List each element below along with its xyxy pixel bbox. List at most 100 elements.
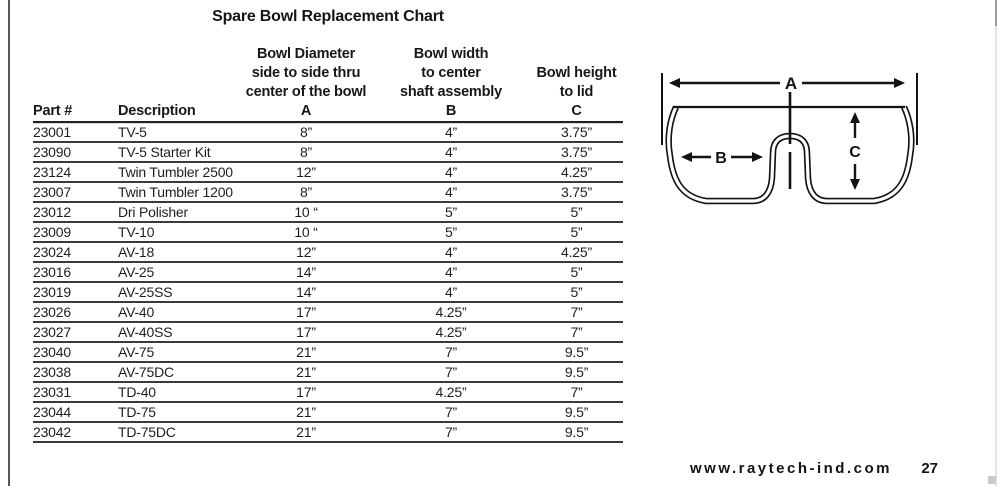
cell-part-number: 23124 (33, 162, 118, 183)
arrowhead-c-down (850, 179, 860, 190)
cell-height-c: 7” (530, 322, 623, 343)
bowl-dimension-diagram: A B C (661, 73, 918, 205)
table-row: 23007 Twin Tumbler 1200 8” 4” 3.75” (33, 182, 623, 203)
cell-diameter-a: 12” (240, 242, 372, 263)
cell-height-c: 9.5” (530, 362, 623, 383)
cell-height-c: 3.75” (530, 122, 623, 143)
cell-description: TV-10 (118, 222, 240, 243)
table-row: 23024 AV-18 12” 4” 4.25” (33, 242, 623, 263)
cell-width-b: 7” (372, 342, 530, 363)
column-header-height-c: Bowl height to lid C (530, 38, 623, 123)
table-row: 23090 TV-5 Starter Kit 8” 4” 3.75” (33, 142, 623, 163)
cell-diameter-a: 17” (240, 302, 372, 323)
cell-diameter-a: 17” (240, 322, 372, 343)
spare-bowl-table: Part # Description Bowl Diameter side to… (33, 38, 623, 443)
page-right-edge-line (995, 0, 997, 486)
cell-height-c: 3.75” (530, 182, 623, 203)
page-corner-mark (988, 476, 996, 484)
table-row: 23009 TV-10 10 “ 5” 5” (33, 222, 623, 243)
table-row: 23026 AV-40 17” 4.25” 7” (33, 302, 623, 323)
page-number: 27 (921, 460, 938, 477)
cell-diameter-a: 21” (240, 422, 372, 443)
table-row: 23040 AV-75 21” 7” 9.5” (33, 342, 623, 363)
cell-diameter-a: 8” (240, 122, 372, 143)
cell-description: AV-25 (118, 262, 240, 283)
table-row: 23019 AV-25SS 14” 4” 5” (33, 282, 623, 303)
cell-part-number: 23042 (33, 422, 118, 443)
cell-part-number: 23026 (33, 302, 118, 323)
arrowhead-a-right (894, 78, 905, 88)
cell-diameter-a: 12” (240, 162, 372, 183)
cell-part-number: 23090 (33, 142, 118, 163)
table-body: 23001 TV-5 8” 4” 3.75” 23090 TV-5 Starte… (33, 122, 623, 443)
column-header-width-b: Bowl width to center shaft assembly B (372, 38, 530, 123)
cell-width-b: 4.25” (372, 382, 530, 403)
cell-height-c: 9.5” (530, 342, 623, 363)
cell-diameter-a: 14” (240, 262, 372, 283)
cell-diameter-a: 21” (240, 342, 372, 363)
cell-height-c: 7” (530, 382, 623, 403)
cell-part-number: 23001 (33, 122, 118, 143)
cell-description: AV-18 (118, 242, 240, 263)
cell-description: Twin Tumbler 1200 (118, 182, 240, 203)
cell-diameter-a: 17” (240, 382, 372, 403)
cell-height-c: 5” (530, 282, 623, 303)
cell-part-number: 23031 (33, 382, 118, 403)
cell-part-number: 23019 (33, 282, 118, 303)
column-header-description: Description (118, 38, 240, 123)
cell-diameter-a: 8” (240, 182, 372, 203)
page-left-edge-line (8, 0, 10, 486)
table-row: 23124 Twin Tumbler 2500 12” 4” 4.25” (33, 162, 623, 183)
cell-width-b: 4” (372, 182, 530, 203)
cell-description: AV-75DC (118, 362, 240, 383)
cell-description: AV-40 (118, 302, 240, 323)
cell-width-b: 5” (372, 202, 530, 223)
cell-description: AV-25SS (118, 282, 240, 303)
page-footer: www.raytech-ind.com 27 (690, 460, 938, 477)
cell-width-b: 4.25” (372, 322, 530, 343)
table-row: 23044 TD-75 21” 7” 9.5” (33, 402, 623, 423)
table-row: 23031 TD-40 17” 4.25” 7” (33, 382, 623, 403)
diagram-label-a: A (785, 74, 797, 93)
arrowhead-c-up (850, 112, 860, 123)
cell-width-b: 7” (372, 362, 530, 383)
cell-width-b: 5” (372, 222, 530, 243)
cell-part-number: 23038 (33, 362, 118, 383)
cell-diameter-a: 21” (240, 402, 372, 423)
cell-height-c: 9.5” (530, 422, 623, 443)
cell-description: TV-5 Starter Kit (118, 142, 240, 163)
cell-part-number: 23044 (33, 402, 118, 423)
cell-diameter-a: 10 “ (240, 202, 372, 223)
diagram-label-c: C (849, 144, 861, 161)
cell-height-c: 5” (530, 262, 623, 283)
page-title: Spare Bowl Replacement Chart (212, 8, 444, 25)
cell-width-b: 4” (372, 122, 530, 143)
cell-width-b: 4” (372, 282, 530, 303)
cell-description: Dri Polisher (118, 202, 240, 223)
cell-part-number: 23024 (33, 242, 118, 263)
cell-diameter-a: 8” (240, 142, 372, 163)
cell-height-c: 4.25” (530, 162, 623, 183)
page-right-edge-mark (995, 0, 997, 26)
cell-diameter-a: 21” (240, 362, 372, 383)
cell-width-b: 7” (372, 402, 530, 423)
cell-diameter-a: 14” (240, 282, 372, 303)
column-header-diameter-a: Bowl Diameter side to side thru center o… (240, 38, 372, 123)
table-row: 23012 Dri Polisher 10 “ 5” 5” (33, 202, 623, 223)
cell-width-b: 4” (372, 242, 530, 263)
table-row: 23042 TD-75DC 21” 7” 9.5” (33, 422, 623, 443)
cell-height-c: 5” (530, 202, 623, 223)
table-header: Part # Description Bowl Diameter side to… (33, 38, 623, 123)
table-row: 23016 AV-25 14” 4” 5” (33, 262, 623, 283)
cell-part-number: 23016 (33, 262, 118, 283)
cell-height-c: 4.25” (530, 242, 623, 263)
table-row: 23027 AV-40SS 17” 4.25” 7” (33, 322, 623, 343)
cell-width-b: 4” (372, 162, 530, 183)
cell-description: TD-75DC (118, 422, 240, 443)
cell-height-c: 9.5” (530, 402, 623, 423)
cell-width-b: 4.25” (372, 302, 530, 323)
arrowhead-b-right (752, 152, 763, 162)
cell-part-number: 23007 (33, 182, 118, 203)
cell-diameter-a: 10 “ (240, 222, 372, 243)
